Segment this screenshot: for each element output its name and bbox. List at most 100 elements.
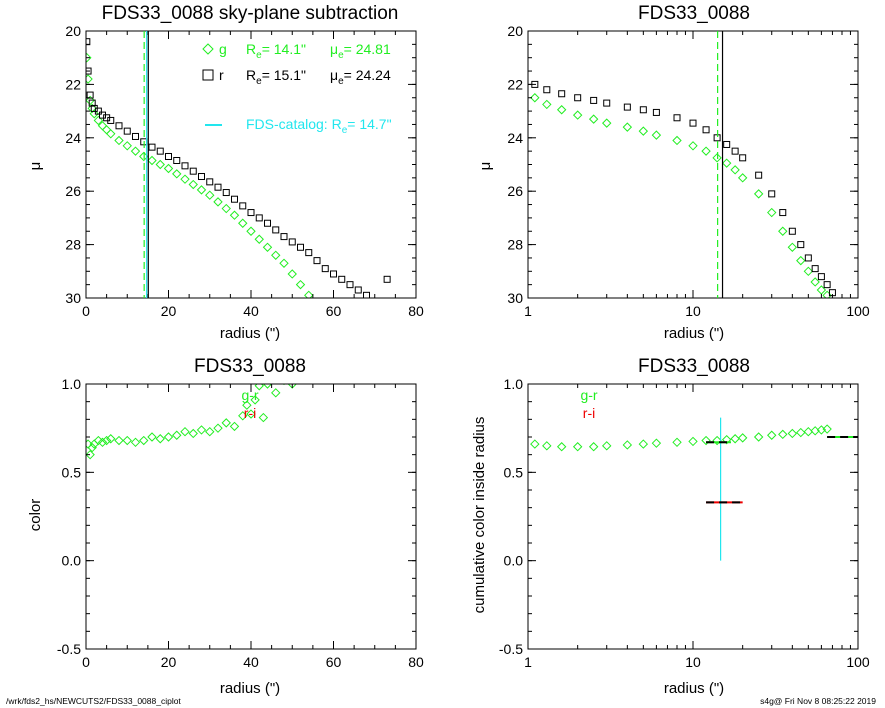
square-marker xyxy=(255,214,263,222)
diamond-marker xyxy=(810,277,820,287)
diamond-marker xyxy=(730,434,740,444)
x-tick-label: 100 xyxy=(846,303,870,319)
square-marker xyxy=(779,209,787,217)
plot-area: 1 10 100 -0.5 0.0 0.5 1.0 xyxy=(499,376,870,670)
diamond-marker xyxy=(622,440,633,450)
diamond-marker xyxy=(816,425,827,435)
diamond-marker xyxy=(180,426,190,437)
y-tick-label: 28 xyxy=(65,237,81,253)
square-marker xyxy=(222,189,230,197)
x-tick-label: 10 xyxy=(685,654,701,670)
x-axis-label: radius (") xyxy=(664,680,724,697)
diamond-marker xyxy=(822,424,832,434)
re-symbol: R xyxy=(246,41,256,57)
diamond-marker xyxy=(753,432,764,442)
diamond-marker xyxy=(588,114,599,124)
x-tick-label: 80 xyxy=(408,654,424,670)
diamond-marker xyxy=(672,437,682,448)
x-tick-label: 100 xyxy=(846,654,870,670)
panel-top-left: FDS33_0088 sky-plane subtraction radius … xyxy=(27,3,424,342)
y-tick-label: 1.0 xyxy=(504,376,524,392)
square-marker xyxy=(88,99,96,107)
legend-entry-catalog: FDS-catalog: Re= 14.7" xyxy=(205,116,392,136)
diamond-marker xyxy=(602,118,612,128)
data-marks xyxy=(86,384,297,460)
diamond-marker xyxy=(114,135,124,146)
panel-title: FDS33_0088 xyxy=(638,3,750,24)
square-marker xyxy=(363,291,370,298)
diamond-marker xyxy=(701,146,711,156)
diamond-marker xyxy=(106,129,116,139)
legend: g-r r-i xyxy=(241,387,258,421)
y-tick-label: -0.5 xyxy=(499,641,523,657)
diamond-marker xyxy=(86,449,95,460)
square-marker xyxy=(239,202,247,210)
square-marker xyxy=(603,99,611,107)
square-marker xyxy=(107,116,115,124)
square-marker xyxy=(731,147,739,155)
diamond-marker xyxy=(767,430,777,440)
diamond-marker xyxy=(188,428,198,439)
diamond-marker xyxy=(106,434,116,444)
square-marker-icon xyxy=(202,69,214,81)
square-marker xyxy=(94,107,102,115)
diamond-marker xyxy=(122,435,132,446)
diamond-marker xyxy=(188,179,198,190)
x-tick-label: 1 xyxy=(524,654,532,670)
mu-symbol: μ xyxy=(330,41,338,57)
plot-area: 0 20 40 60 80 20 22 24 26 28 30 xyxy=(65,23,424,319)
diamond-marker xyxy=(721,158,732,168)
diamond-marker xyxy=(93,435,104,446)
diamond-marker xyxy=(803,266,814,277)
square-marker xyxy=(574,94,582,102)
square-marker xyxy=(811,265,819,273)
y-tick-label: 0.0 xyxy=(504,553,524,569)
diamond-marker xyxy=(147,432,157,442)
diamond-marker xyxy=(295,279,306,290)
tick-group: 1 10 100 -0.5 0.0 0.5 1.0 xyxy=(499,376,870,670)
panel-title: FDS33_0088 xyxy=(638,356,750,377)
legend: g-r r-i xyxy=(580,387,597,421)
diamond-marker xyxy=(155,434,165,444)
diamond-marker xyxy=(282,384,286,386)
diamond-marker xyxy=(572,442,583,452)
y-tick-label: 20 xyxy=(65,23,81,39)
x-tick-label: 10 xyxy=(685,303,701,319)
catalog-label: FDS-catalog: R xyxy=(246,116,342,132)
square-marker xyxy=(346,281,354,289)
square-marker xyxy=(247,209,255,217)
plot-area: 1 10 100 20 22 24 26 28 30 xyxy=(507,23,869,319)
diamond-marker xyxy=(122,141,132,151)
panel-bottom-right: FDS33_0088 radius (") cumulative color i… xyxy=(471,356,870,697)
legend-band: r xyxy=(219,67,224,83)
diamond-marker xyxy=(163,163,174,174)
diamond-marker xyxy=(229,421,240,432)
diamond-marker xyxy=(712,153,722,163)
diamond-marker xyxy=(114,435,124,446)
mu-subscript: e xyxy=(338,76,344,87)
legend-entry-g: g Re= 14.1" μe= 24.81 xyxy=(202,41,391,61)
diamond-marker xyxy=(712,435,722,446)
diamond-marker xyxy=(254,384,264,391)
diamond-marker xyxy=(542,99,552,110)
diamond-marker xyxy=(787,428,798,439)
diamond-marker xyxy=(93,115,104,126)
x-tick-label: 0 xyxy=(82,654,90,670)
y-tick-label: 30 xyxy=(65,290,81,306)
diamond-marker xyxy=(180,174,190,184)
data-marks xyxy=(86,38,391,298)
diamond-marker xyxy=(196,425,207,435)
diamond-marker xyxy=(246,226,256,236)
square-marker xyxy=(639,106,647,114)
diamond-marker xyxy=(810,426,820,436)
diamond-marker xyxy=(588,442,599,452)
footer-path: /wrk/fds2_hs/NEWCUTS2/FDS33_0088_ciplot xyxy=(6,696,181,706)
diamond-marker xyxy=(262,242,273,252)
x-tick-label: 80 xyxy=(408,303,424,319)
square-marker xyxy=(165,152,172,160)
square-marker xyxy=(156,147,164,155)
x-tick-label: 1 xyxy=(524,303,532,319)
axes-frame xyxy=(527,383,859,650)
square-marker xyxy=(330,270,337,278)
square-marker xyxy=(272,226,280,234)
